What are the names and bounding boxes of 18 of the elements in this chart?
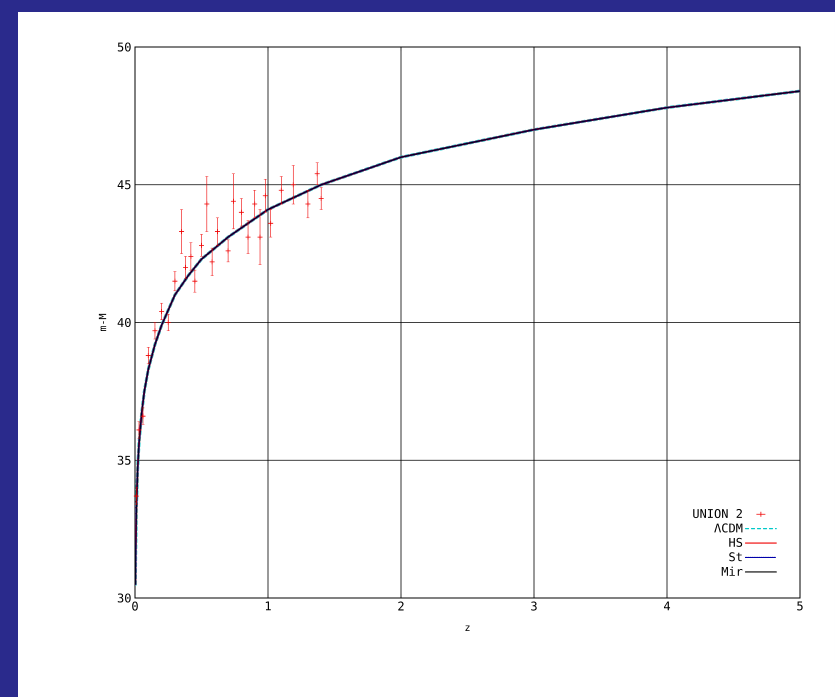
legend-label: Mir <box>722 566 742 576</box>
x-axis-title: z <box>465 625 470 631</box>
y-tick-label: 30 <box>118 593 131 603</box>
legend-label: St <box>729 552 742 562</box>
x-tick-label: 5 <box>797 602 803 610</box>
x-tick-label: 2 <box>398 602 404 610</box>
y-tick-label: 50 <box>118 42 131 52</box>
y-tick-label: 45 <box>118 180 131 190</box>
y-tick-label: 35 <box>118 456 131 465</box>
legend-label: HS <box>729 538 742 547</box>
x-tick-label: 0 <box>132 602 138 611</box>
x-tick-label: 3 <box>531 602 537 611</box>
legend-label: ΛCDM <box>714 523 742 533</box>
x-tick-label: 1 <box>266 602 271 610</box>
legend-label: UNION 2 <box>693 509 742 518</box>
x-tick-label: 4 <box>664 602 670 610</box>
y-tick-label: 40 <box>118 318 131 328</box>
y-axis-title: m-M <box>98 314 106 331</box>
